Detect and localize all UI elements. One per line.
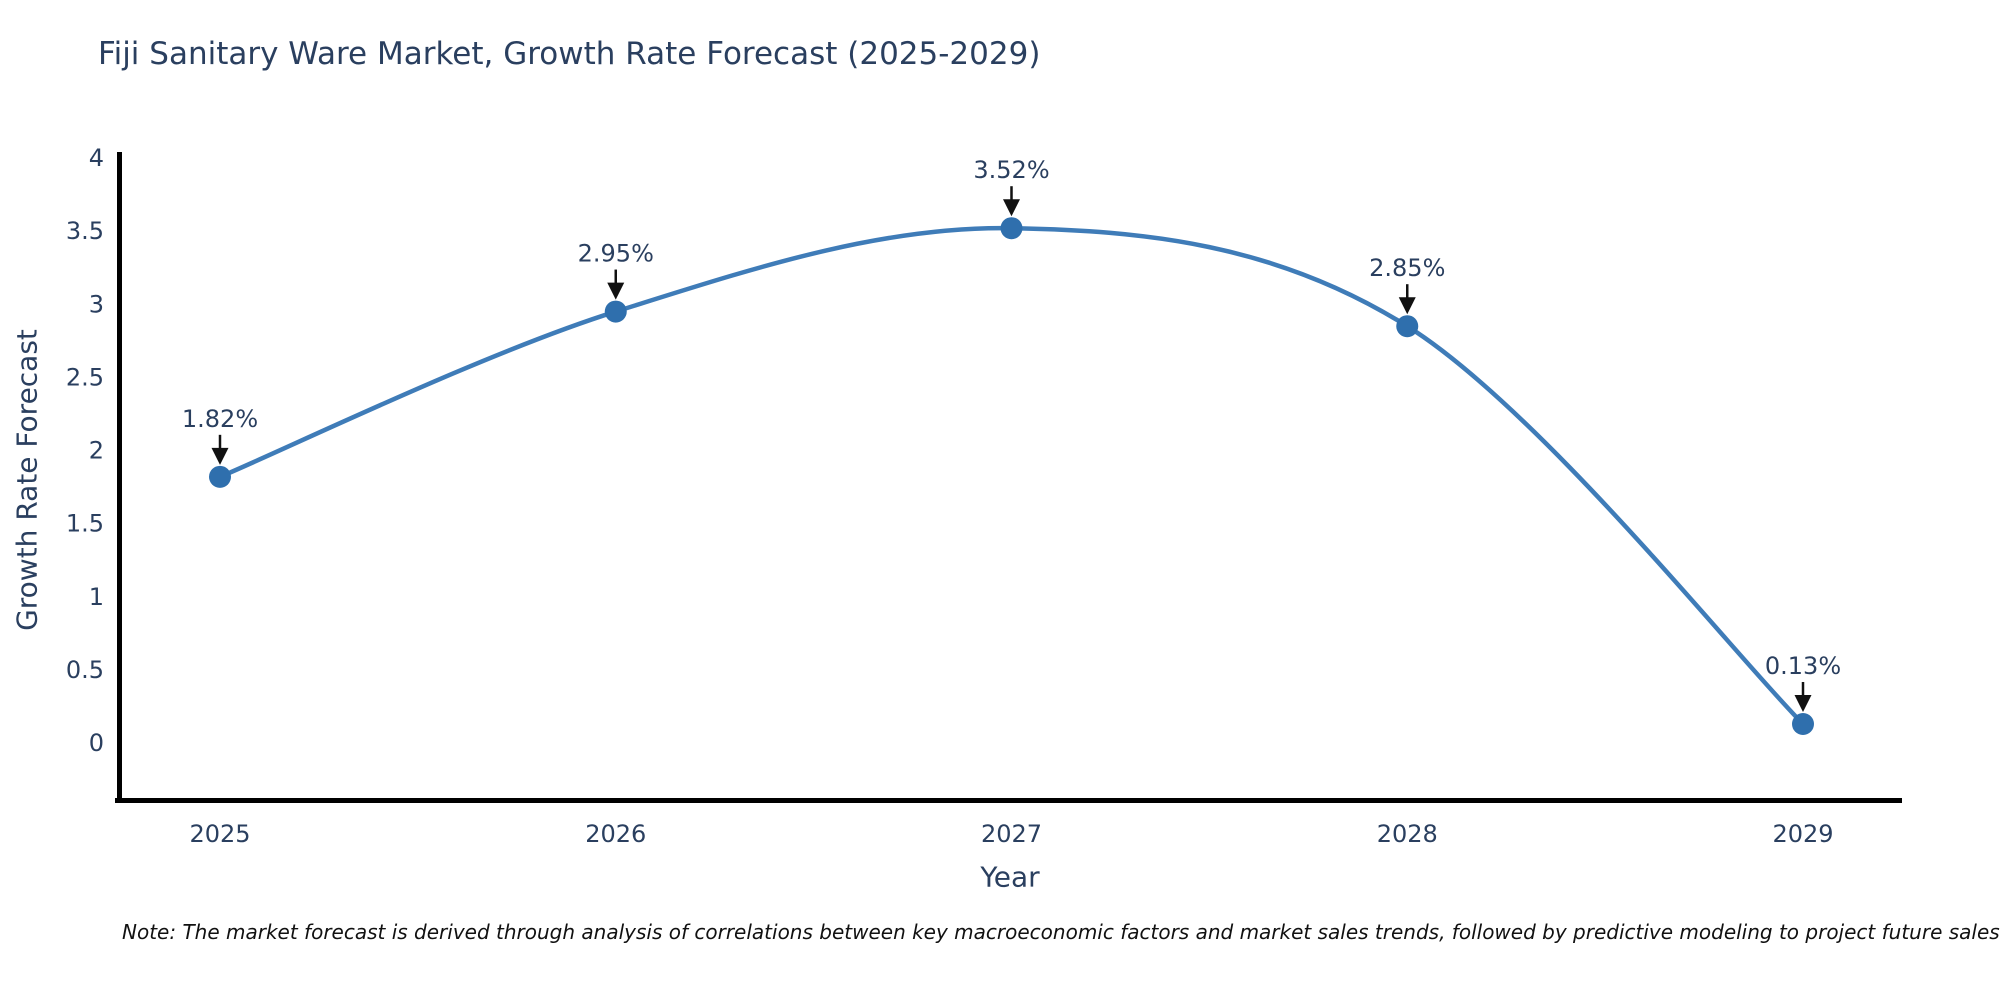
annotation-arrow-head-icon [1398,297,1416,315]
y-tick-label: 2 [89,437,104,465]
y-tick-label: 3 [89,290,104,318]
x-axis-line [115,798,1902,803]
data-point-2027[interactable] [1000,217,1023,240]
annotation-arrow-head-icon [1003,199,1020,217]
x-tick-label: 2026 [585,820,646,848]
point-value-label: 0.13% [1765,652,1841,680]
data-point-2028[interactable] [1396,315,1419,338]
x-tick-label: 2025 [189,820,250,848]
chart-note: Note: The market forecast is derived thr… [122,920,2000,944]
annotation-arrow-head-icon [607,282,625,300]
point-value-label: 2.95% [578,240,654,268]
chart-title: Fiji Sanitary Ware Market, Growth Rate F… [98,36,1041,72]
x-tick-label: 2029 [1772,820,1833,848]
y-tick-label: 0 [89,729,104,757]
point-value-label: 1.82% [182,405,258,433]
point-value-label: 3.52% [973,156,1049,184]
y-tick-label: 0.5 [66,656,104,684]
data-point-2025[interactable] [209,465,231,488]
y-tick-label: 1 [89,583,104,611]
x-tick-label: 2027 [981,820,1042,848]
annotation-arrow-head-icon [1794,694,1812,712]
y-tick-label: 1.5 [66,510,104,538]
x-axis-title: Year [980,860,1040,894]
data-point-2026[interactable] [604,300,627,323]
y-tick-label: 3.5 [66,217,104,245]
point-value-label: 2.85% [1369,254,1445,282]
data-point-2029[interactable] [1792,712,1814,735]
x-tick-label: 2028 [1377,820,1438,848]
y-tick-label: 4 [89,144,104,172]
trend-line [217,225,1806,727]
annotation-arrow-head-icon [211,447,229,465]
y-axis-line [117,152,122,803]
y-tick-label: 2.5 [66,363,104,391]
